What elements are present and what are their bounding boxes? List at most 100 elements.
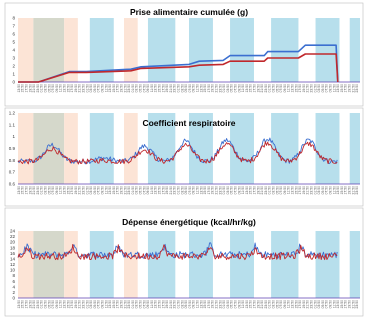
x-tick-label: 01:50: [268, 186, 272, 195]
x-tick-label: 09:50: [192, 300, 196, 309]
band: [33, 113, 65, 184]
x-tick-label: 05:50: [47, 300, 51, 309]
x-tick-label: 19:50: [211, 300, 215, 309]
x-tick-label: 13:50: [291, 300, 295, 309]
x-tick-label: 13:50: [63, 186, 67, 195]
x-tick-label: 03:50: [272, 84, 276, 93]
x-tick-label: 23:50: [173, 84, 177, 93]
x-tick-label: 19:50: [74, 84, 78, 93]
band: [230, 231, 254, 298]
x-tick-label: 11:50: [241, 300, 245, 308]
x-tick-label: 13:50: [336, 84, 340, 93]
x-tick-label: 17:50: [25, 84, 29, 93]
x-tick-label: 19:50: [302, 186, 306, 195]
x-tick-label: 09:50: [101, 300, 105, 309]
x-tick-label: 13:50: [199, 84, 203, 93]
x-tick-label: 13:50: [154, 186, 158, 195]
x-tick-label: 23:50: [218, 186, 222, 195]
band: [189, 113, 213, 184]
x-tick-label: 07:50: [279, 186, 283, 195]
x-tick-label: 23:50: [36, 84, 40, 93]
x-tick-label: 09:50: [101, 186, 105, 195]
x-tick-label: 01:50: [40, 186, 44, 195]
x-tick-label: 21:50: [260, 300, 264, 309]
x-tick-label: 13:50: [17, 300, 21, 309]
x-tick-label: 17:50: [298, 186, 302, 195]
x-tick-label: 19:50: [74, 300, 78, 309]
x-tick-label: 15:50: [294, 84, 298, 93]
x-tick-label: 09:50: [329, 186, 333, 195]
x-tick-label: 21:50: [351, 84, 355, 93]
x-tick-label: 09:50: [329, 84, 333, 93]
panel-respiratory-quotient: 0.60.70.80.911.11.213:50 15:50 17:50 19:50 2…: [4, 107, 364, 207]
y-tick-label: 0.8: [9, 158, 16, 163]
x-tick-label: 15:50: [112, 300, 116, 309]
x-tick-label: 15:50: [158, 186, 162, 195]
x-tick-label: 05:50: [93, 300, 97, 309]
x-tick-label: 19:50: [256, 84, 260, 93]
x-tick-label: 05:50: [230, 186, 234, 195]
x-tick-label: 11:50: [287, 84, 291, 92]
x-tick-label: 23:50: [36, 186, 40, 195]
x-tick-label: 11:50: [59, 300, 63, 308]
x-tick-label: 15:50: [294, 300, 298, 309]
band: [189, 18, 213, 82]
x-tick-label: 23:50: [82, 186, 86, 195]
band: [271, 231, 299, 298]
x-tick-label: 21:50: [260, 186, 264, 195]
x-tick-label: 11:50: [59, 186, 63, 194]
x-tick-label: 13:50: [199, 186, 203, 195]
panel-title: Coefficient respiratoire: [142, 118, 235, 128]
x-tick-label: 21:50: [123, 300, 127, 309]
x-tick-label: 21:50: [169, 84, 173, 93]
x-tick-label: 01:50: [85, 84, 89, 93]
band: [147, 231, 176, 298]
x-tick-label: 17:50: [253, 84, 257, 93]
x-tick-label: 15:50: [66, 300, 70, 309]
x-tick-label: 19:50: [348, 186, 352, 195]
x-tick-label: 17:50: [25, 186, 29, 195]
x-tick-label: 21:50: [215, 84, 219, 93]
x-tick-label: 07:50: [325, 84, 329, 93]
x-tick-label: 17:50: [116, 300, 120, 309]
x-tick-label: 11:50: [196, 84, 200, 92]
x-tick-label: 17:50: [161, 84, 165, 93]
x-tick-label: 23:50: [355, 84, 359, 93]
x-tick-label: 05:50: [275, 186, 279, 195]
y-tick-label: 6: [12, 32, 15, 37]
y-tick-label: 3: [12, 56, 15, 61]
x-tick-label: 13:50: [245, 84, 249, 93]
y-tick-label: 5: [12, 40, 15, 45]
y-tick-label: 1: [12, 72, 15, 77]
x-tick-label: 13:50: [154, 300, 158, 309]
y-tick-label: 7: [12, 24, 15, 29]
x-tick-label: 19:50: [348, 84, 352, 93]
x-tick-label: 03:50: [180, 84, 184, 93]
x-tick-label: 07:50: [234, 84, 238, 93]
x-tick-label: 17:50: [116, 186, 120, 195]
x-tick-label: 13:50: [17, 84, 21, 93]
x-tick-label: 15:50: [158, 300, 162, 309]
x-tick-label: 05:50: [47, 186, 51, 195]
x-tick-label: 21:50: [32, 84, 36, 93]
y-tick-label: 4: [12, 284, 15, 289]
background-bands: [18, 18, 360, 82]
x-tick-label: 03:50: [135, 186, 139, 195]
x-tick-label: 19:50: [120, 84, 124, 93]
x-tick-label: 17:50: [161, 186, 165, 195]
x-tick-label: 11:50: [104, 84, 108, 92]
x-tick-label: 15:50: [21, 300, 25, 309]
band: [230, 113, 254, 184]
band: [147, 18, 176, 82]
band: [315, 18, 340, 82]
x-tick-label: 19:50: [120, 186, 124, 195]
x-tick-label: 23:50: [36, 300, 40, 309]
x-tick-label: 13:50: [108, 84, 112, 93]
x-tick-label: 01:50: [131, 186, 135, 195]
x-tick-label: 23:50: [82, 84, 86, 93]
x-tick-label: 05:50: [93, 186, 97, 195]
x-tick-label: 11:50: [150, 84, 154, 92]
